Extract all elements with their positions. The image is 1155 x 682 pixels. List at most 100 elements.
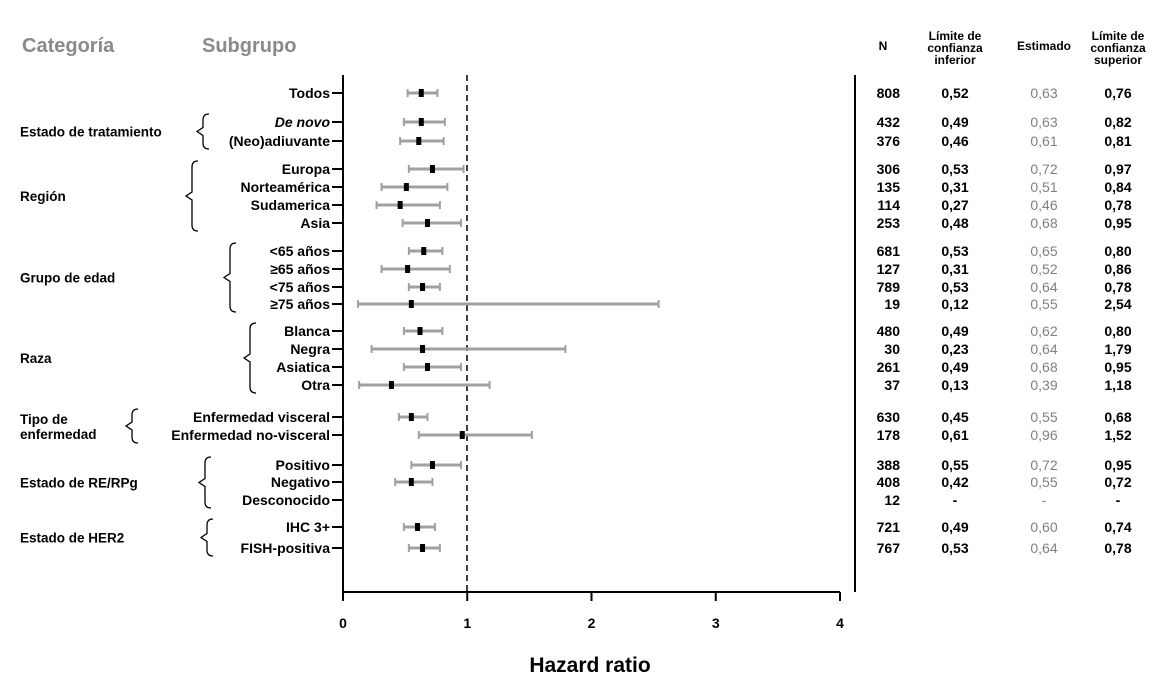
upper-ci-value: 0,78 (1104, 279, 1131, 295)
upper-ci-value: 2,54 (1104, 296, 1131, 312)
column-header-lower-3: inferior (934, 53, 976, 67)
category-brace (184, 160, 199, 232)
upper-ci-value: 0,76 (1104, 85, 1131, 101)
header-category: Categoría (22, 35, 115, 57)
category-group: Estado de HER2 (20, 518, 214, 557)
n-value: 408 (877, 474, 901, 490)
point-estimate (420, 283, 426, 291)
point-estimate (416, 137, 422, 145)
category-label: Estado de tratamiento (20, 125, 162, 140)
category-label: Raza (20, 351, 52, 366)
category-brace (197, 456, 212, 509)
n-value: 681 (877, 243, 901, 259)
category-group: Estado de tratamiento (20, 113, 210, 150)
category-label: enfermedad (20, 427, 97, 442)
subgroup-label: Sudamerica (251, 197, 331, 213)
point-estimate (418, 89, 424, 97)
forest-row: Norteamérica 135 0,31 0,51 0,84 (241, 179, 1132, 195)
subgroup-label: Otra (301, 377, 330, 393)
upper-ci-value: 1,18 (1104, 377, 1131, 393)
estimate-value: 0,65 (1030, 243, 1057, 259)
point-estimate (424, 363, 430, 371)
column-header-upper-1: Límite de (1092, 29, 1145, 43)
subgroup-label: Asia (300, 215, 330, 231)
x-tick-label: 0 (339, 615, 347, 631)
subgroup-label: Norteamérica (241, 179, 331, 195)
n-value: 789 (877, 279, 901, 295)
estimate-value: 0,64 (1030, 279, 1057, 295)
lower-ci-value: 0,61 (941, 427, 968, 443)
subgroup-label: ≥65 años (270, 261, 330, 277)
point-estimate (408, 413, 414, 421)
category-brace (195, 113, 210, 150)
point-estimate (408, 478, 414, 486)
upper-ci-value: - (1116, 492, 1121, 508)
estimate-value: 0,64 (1030, 341, 1057, 357)
estimate-value: 0,46 (1030, 197, 1057, 213)
lower-ci-value: 0,49 (941, 359, 968, 375)
n-value: 261 (877, 359, 901, 375)
point-estimate (403, 183, 409, 191)
n-value: 721 (877, 519, 901, 535)
column-header-upper-2: confianza (1090, 41, 1146, 55)
n-value: 432 (877, 114, 901, 130)
lower-ci-value: 0,49 (941, 519, 968, 535)
upper-ci-value: 0,95 (1104, 457, 1131, 473)
n-value: 30 (884, 341, 900, 357)
subgroup-label: <75 años (270, 279, 331, 295)
forest-row: Europa 306 0,53 0,72 0,97 (282, 161, 1132, 177)
point-estimate (459, 431, 465, 439)
category-label: Región (20, 189, 66, 204)
estimate-value: 0,61 (1030, 133, 1057, 149)
lower-ci-value: 0,49 (941, 114, 968, 130)
n-value: 388 (877, 457, 901, 473)
forest-row: Otra 37 0,13 0,39 1,18 (301, 377, 1132, 393)
n-value: 808 (877, 85, 901, 101)
point-estimate (408, 300, 414, 308)
lower-ci-value: 0,31 (941, 261, 968, 277)
n-value: 630 (877, 409, 901, 425)
subgroup-label: ≥75 años (270, 296, 330, 312)
n-value: 306 (877, 161, 901, 177)
estimate-value: 0,39 (1030, 377, 1057, 393)
forest-row: Enfermedad no-visceral 178 0,61 0,96 1,52 (171, 427, 1132, 443)
estimate-value: 0,72 (1030, 161, 1057, 177)
category-group: Región (20, 160, 199, 232)
x-tick-label: 1 (463, 615, 471, 631)
forest-row: <75 años 789 0,53 0,64 0,78 (270, 279, 1132, 295)
point-estimate (429, 165, 435, 173)
n-value: 114 (877, 197, 900, 213)
forest-row: ≥65 años 127 0,31 0,52 0,86 (270, 261, 1132, 277)
n-value: 37 (884, 377, 900, 393)
category-labels: Estado de tratamiento Región Grupo de edad… (20, 113, 257, 557)
column-header-lower-1: Límite de (929, 29, 982, 43)
n-value: 178 (877, 427, 901, 443)
point-estimate (405, 265, 411, 273)
lower-ci-value: 0,27 (941, 197, 968, 213)
n-value: 376 (877, 133, 901, 149)
category-group: Grupo de edad (20, 242, 237, 313)
n-value: 767 (877, 540, 901, 556)
forest-row: Negativo 408 0,42 0,55 0,72 (271, 474, 1132, 490)
point-estimate (421, 247, 427, 255)
lower-ci-value: - (953, 492, 958, 508)
x-tick-label: 4 (836, 615, 844, 631)
point-estimate (397, 201, 403, 209)
lower-ci-value: 0,46 (941, 133, 968, 149)
upper-ci-value: 0,74 (1104, 519, 1131, 535)
estimate-value: 0,62 (1030, 323, 1057, 339)
subgroup-label: De novo (275, 114, 331, 130)
upper-ci-value: 0,82 (1104, 114, 1131, 130)
lower-ci-value: 0,12 (941, 296, 968, 312)
category-group: Estado de RE/RPg (20, 456, 212, 509)
point-estimate (420, 544, 426, 552)
subgroup-label: Negativo (271, 474, 330, 490)
forest-row: Todos 808 0,52 0,63 0,76 (289, 85, 1132, 101)
forest-rows: Todos 808 0,52 0,63 0,76 De novo 432 0,49 0,63 0,… (171, 85, 1132, 556)
lower-ci-value: 0,49 (941, 323, 968, 339)
subgroup-label: (Neo)adiuvante (229, 133, 330, 149)
category-label: Grupo de edad (20, 271, 115, 286)
n-value: 12 (884, 492, 900, 508)
category-group: Raza (20, 322, 257, 394)
